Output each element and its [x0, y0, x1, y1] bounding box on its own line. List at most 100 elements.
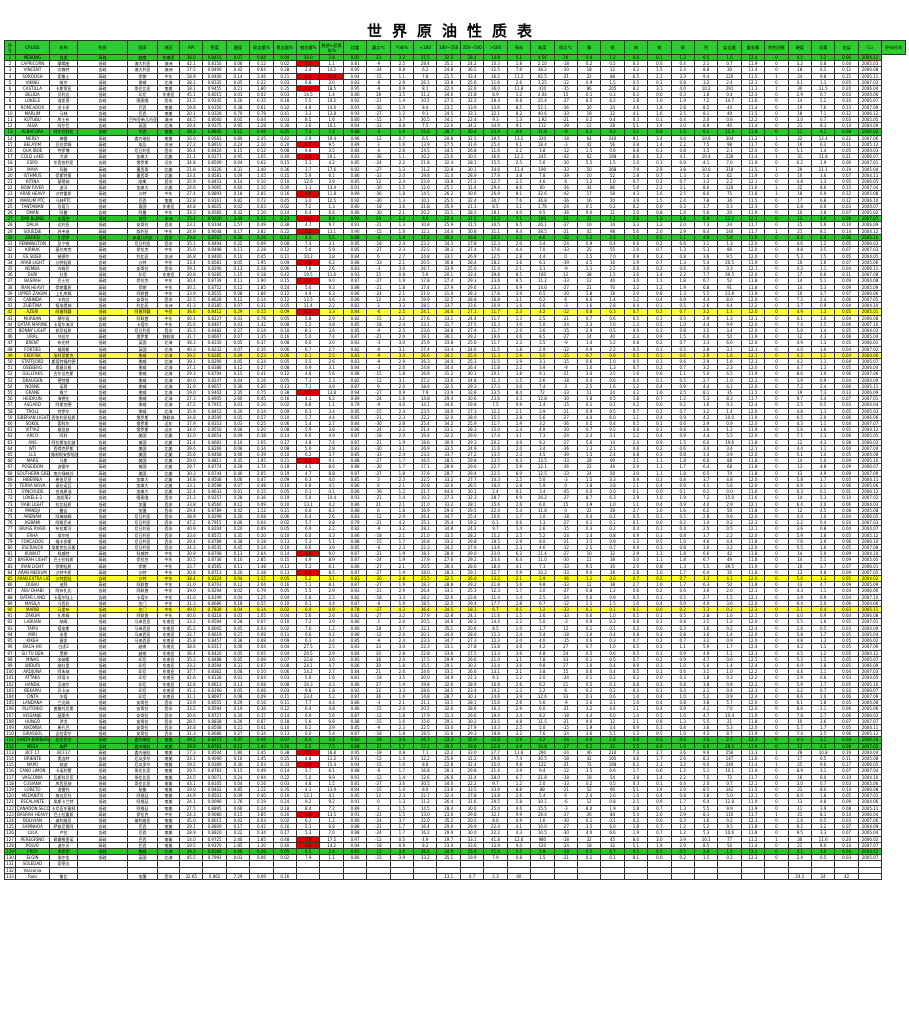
table-row: 19 MAYA 玛雅 高硫 墨西哥 北美 21.8 0.9226 0.31 3.40 0.36 3.7…: [4, 165, 906, 173]
table-cell: 2006.04: [857, 810, 883, 819]
table-cell: 2007.07: [857, 419, 883, 428]
row-number: 125: [4, 823, 16, 831]
table-cell: 2006.05: [857, 761, 883, 769]
table-cell: 加蓬: [127, 872, 158, 881]
table-row: 13 ALBACORA 阿尔巴科拉 含硫 巴西 南美 28.3 0.8845 0.12 0.46 0…: [4, 128, 906, 136]
column-header: 特性因数: [764, 40, 789, 55]
table-row: 60 SOKOL 索科尔 低硫 俄罗斯 远东 37.9 0.8353 0.03 0.25 0.06 5…: [4, 419, 906, 428]
table-cell: 2006.11: [857, 264, 883, 273]
column-header: API: [178, 40, 204, 55]
table-cell: 2005.05: [857, 556, 883, 564]
table-row: 34 ARAB LIGHT 沙特轻质 含硫 沙特 中东 33.4 0.8581 0.05 1.95…: [4, 258, 906, 266]
table-row: 54 NORNE 诺恩 低硫 挪威 北海 31.9 0.8657 0.36 0.20 0.13 7.1…: [4, 382, 906, 390]
table-cell: 2006.03: [857, 711, 883, 719]
table-cell: 2006.06: [857, 289, 883, 297]
table-row: 130 ELGIN 埃尔金 低硫 英国 北海 45.5 0.7992 0.03 0.06 0.02 7…: [4, 854, 906, 862]
table-row: 76 AGBAMI 阿格巴米 低硫 尼日利亚 西非 47.2 0.7915 0.06 0.04 0.…: [4, 519, 906, 527]
table-row: 91 ZAKUM 扎库姆 含硫 阿联酋 中东 40.6 0.8218 0.03 1.05 0.04 5…: [4, 612, 906, 620]
table-cell: 7.29: [225, 872, 251, 881]
table-cell: 2004.09: [857, 122, 883, 130]
row-number: 117: [4, 773, 16, 781]
table-row: 114 ORIENTE 奥连特 含硫 厄瓜多尔 南美 24.1 0.9090 0.16 1.45 0…: [4, 754, 906, 763]
table-cell: 0.16: [272, 872, 298, 881]
table-cell: 2006.06: [857, 413, 883, 422]
table-cell: 2004.12: [857, 426, 883, 434]
table-cell: 2007.07: [857, 841, 883, 850]
table-cell: [857, 872, 883, 881]
table-row: 48 FORTIES 福蒂斯 低硫 英国 北海 40.3 0.8232 0.07 0.35 0.06…: [4, 345, 906, 353]
table-row: 11 KUTUBU 库土布 低硫 巴布亚新几内亚 澳洲 44.5 0.8040 0.05 0.04…: [4, 116, 906, 124]
table-cell: 2006.03: [857, 240, 883, 248]
table-cell: 2005.10: [857, 233, 883, 242]
table-cell: 2005.04: [857, 333, 883, 341]
table-row: 109 XIKOMBA 希孔巴 低硫 安哥拉 西非 34.8 0.8508 0.21 0.41 0.…: [4, 723, 906, 732]
crude-name: 西得克萨斯: [49, 444, 78, 453]
table-cell: [413, 872, 438, 881]
table-cell: 13.1: [436, 872, 461, 881]
table-row: 100 ARDJUNA 阿朱纳 低硫 印尼 东南亚 37.7 0.8362 0.08 0.10 0.…: [4, 668, 906, 676]
table-cell: 2007.03: [857, 246, 883, 254]
row-number: 122: [4, 804, 16, 812]
table-row: 98 MINAS 米纳斯 低硫 印尼 东南亚 35.2 0.8488 0.05 0.09 0.07 2…: [4, 655, 906, 663]
table-row: 28 DALIA 达利亚 低硫 安哥拉 西非 23.1 0.9144 1.57 0.49 0.38 4…: [4, 221, 906, 229]
column-header: 盐含量: [717, 40, 742, 55]
table-row: 17 COLD LAKE 冷湖 高硫 加拿大 北美 21.1 0.9271 0.95 3.65 0.…: [4, 153, 906, 161]
table-cell: 2007.09: [857, 692, 883, 701]
table-cell: 2006.07: [857, 153, 883, 161]
table-cell: [764, 872, 789, 881]
table-cell: [389, 872, 415, 881]
crude-code: SIBERIAN LIGHT: [15, 413, 50, 422]
table-row: 21 KITINA 基蒂纳 低硫 刚果 西非 35.9 0.8453 0.14 0.10 0.10 1…: [4, 178, 906, 186]
table-cell: [77, 872, 128, 881]
table-row: 80 ESCRAVOS 埃斯克拉沃斯 低硫 尼日利亚 西非 34.3 0.8535 0.45 0.…: [4, 544, 906, 552]
table-cell: 2007.04: [857, 767, 883, 775]
table-cell: 2004.02: [857, 575, 883, 583]
table-row: 90 MARIB 马里布 低硫 也门 中东 49.0 0.7839 0.04 0.14 0.02 6.…: [4, 606, 906, 614]
table-row: 16 QUA IBOE 夸伊博 低硫 尼日利亚 西非 36.4 0.8420 0.15 0.12 0…: [4, 147, 906, 155]
table-row: 63 ANS 阿拉斯加北坡 含硫 美国 北美 31.4 0.8681 0.10 1.05 0.17 4…: [4, 438, 906, 446]
table-cell: [670, 872, 695, 881]
table-row: 4 SOROOSH 索鲁士 高硫 伊朗 中东 18.9 0.9406 0.14 3.46 0.21 3…: [4, 72, 906, 80]
table-cell: 2004.09: [857, 376, 883, 384]
table-cell: [740, 872, 766, 881]
column-header: 硫含量%: [249, 40, 274, 55]
table-row: 97 SU TU DEN 黑狮 低硫 越南 东南亚 36.4 0.8420 0.05 0.05 0.…: [4, 649, 906, 657]
table-cell: 2006.10: [857, 196, 883, 204]
table-row: 95 KIKEH 基凯 低硫 马来西亚 东南亚 35.8 0.8457 0.38 0.08 0.09…: [4, 637, 906, 645]
table-cell: [296, 872, 321, 881]
table-row: 74 MANDJI 曼吉 含硫 加蓬 西非 29.4 0.8789 0.42 1.12 0.21 6.…: [4, 506, 906, 515]
table-cell: 2005.02: [857, 209, 883, 217]
table-cell: 2005.06: [857, 779, 883, 787]
table-cell: 2005.11: [857, 382, 883, 390]
table-cell: 32.65: [178, 872, 204, 881]
crude-code: IRAN HEAVY: [15, 283, 50, 291]
table-cell: 2006.02: [857, 128, 883, 136]
table-row: 23 ARAB HEAVY 沙特重质 高硫 沙特 中东 27.4 0.8893 0.18 2.85…: [4, 190, 906, 198]
table-cell: 2007.01: [857, 792, 883, 800]
row-number: 102: [4, 680, 16, 688]
crude-oil-table: 序号 CRUDE 名称 性质 国家 地区 API 密度 酸值 硫含量% 氮含量% 蜡含量% 胶质+沥青质…: [4, 40, 906, 881]
crude-code: QATAR MARINE: [15, 320, 50, 328]
table-row: 61 VITYAZ 维佳兹 低硫 俄罗斯 远东 34.0 0.8550 0.06 0.20 0.08…: [4, 426, 906, 434]
table-cell: 2007.09: [857, 469, 883, 477]
crude-code: CANADON SECO: [15, 804, 50, 812]
table-row: 89 MASILA 马西拉 低硫 也门 中东 31.3 0.8686 0.18 0.55 0.10 6…: [4, 599, 906, 608]
table-cell: 2004.12: [857, 847, 883, 856]
table-cell: 2004.03: [857, 147, 883, 155]
table-row: 43 MURBAN 穆尔班 低硫 阿联酋 中东 40.4 0.8227 0.03 0.78 0.05…: [4, 314, 906, 322]
table-row: 102 HANDIL 汉迪尔 低硫 印尼 东南亚 32.8 0.8613 0.13 0.08 0.0…: [4, 680, 906, 688]
column-header: 凝点℃: [366, 40, 391, 55]
table-cell: 2004.10: [857, 773, 883, 781]
row-number: 107: [4, 711, 16, 719]
row-number: 100: [4, 668, 16, 676]
row-number: 133: [4, 872, 16, 881]
table-header: 序号 CRUDE 名称 性质 国家 地区 API 密度 酸值 硫含量% 氮含量% 蜡含量% 胶质+沥青质…: [4, 40, 906, 55]
column-header: CRUDE: [15, 40, 50, 55]
table-cell: 2005.07: [857, 655, 883, 663]
table-row: 94 MIRI 米里 低硫 马来西亚 东南亚 32.7 0.8619 0.27 0.09 0.11 6…: [4, 630, 906, 639]
column-header: 气体%: [389, 40, 415, 55]
row-number: 108: [4, 717, 16, 725]
table-cell: 西非: [157, 872, 180, 881]
table-cell: 2006.05: [857, 513, 883, 521]
table-cell: 2005.12: [857, 531, 883, 539]
